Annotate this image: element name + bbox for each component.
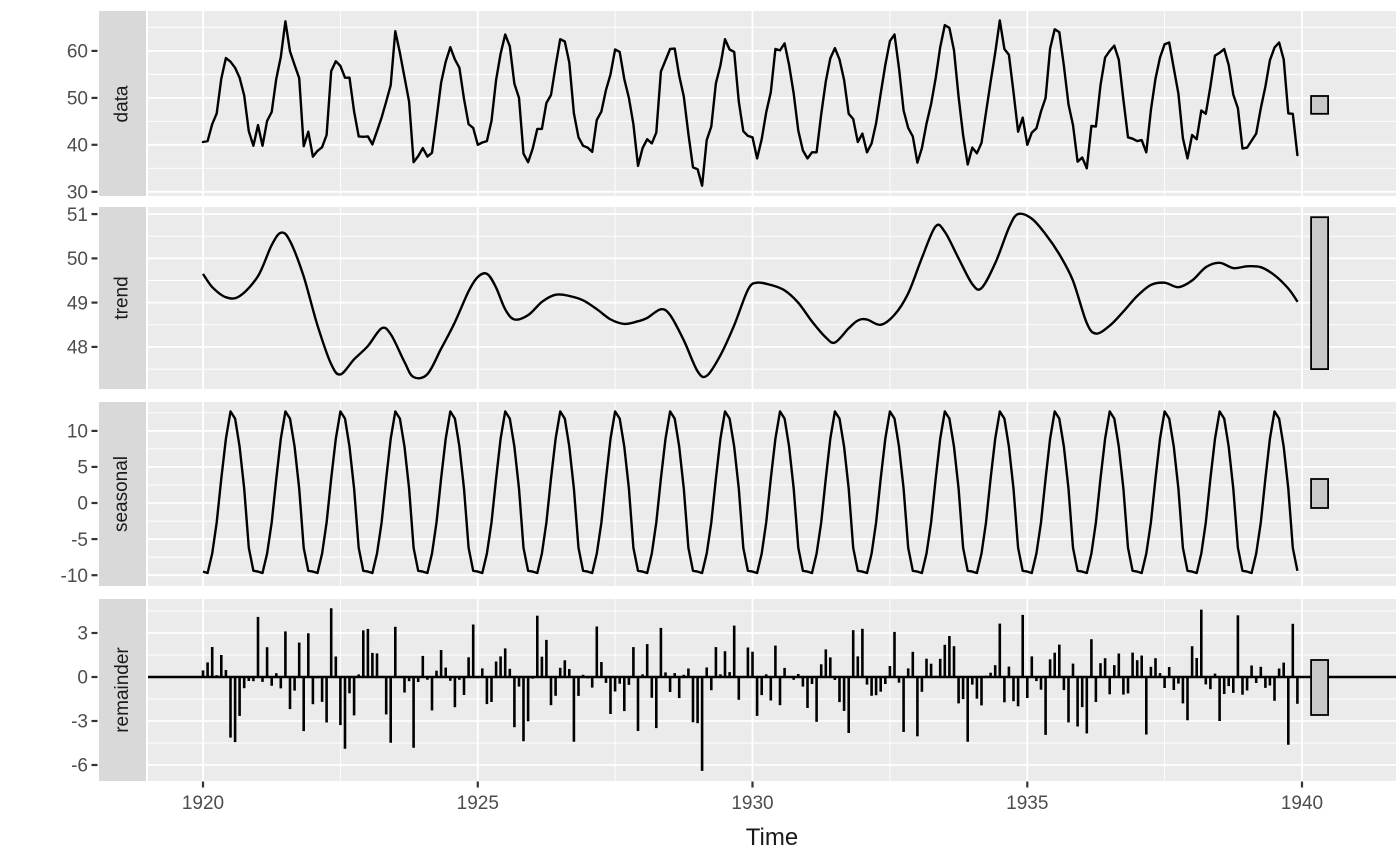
x-tick-label: 1925 <box>457 793 499 814</box>
y-tick-label: 49 <box>67 293 88 314</box>
y-tick-label: 50 <box>67 89 88 110</box>
x-tick-label: 1935 <box>1006 793 1048 814</box>
panel-seasonal <box>148 402 1396 586</box>
scale-bar-remainder <box>1310 659 1329 716</box>
y-tick-label: 0 <box>77 494 88 515</box>
panel-background <box>148 402 1396 586</box>
scale-bar-trend <box>1310 216 1329 370</box>
y-tick-label: 51 <box>67 205 88 226</box>
facet-strip-trend-label: trend <box>111 276 133 320</box>
y-tick-label: 3 <box>77 624 88 645</box>
x-axis-title: Time <box>745 824 799 851</box>
x-tick-label: 1920 <box>182 793 224 814</box>
y-tick-label: 0 <box>77 668 88 689</box>
y-tick-label: 10 <box>67 422 88 443</box>
x-tick-label: 1940 <box>1281 793 1323 814</box>
y-tick-label: -3 <box>71 712 88 733</box>
y-tick-label: 50 <box>67 249 88 270</box>
facet-strip-trend: trend <box>99 207 146 389</box>
remainder-bars <box>201 608 1299 771</box>
facet-strip-data-label: data <box>111 85 133 122</box>
panel-trend <box>148 207 1396 389</box>
y-tick-label: -5 <box>71 530 88 551</box>
x-tick-label: 1930 <box>731 793 773 814</box>
gridlines-major <box>148 11 1396 196</box>
scale-bar-data <box>1310 95 1329 115</box>
y-tick-label: -10 <box>61 566 88 587</box>
facet-strip-data: data <box>99 11 146 196</box>
facet-strip-remainder-label: remainder <box>111 647 133 733</box>
data-series-line <box>201 19 1299 187</box>
scale-bar-seasonal <box>1310 478 1329 509</box>
facet-strip-remainder: remainder <box>99 599 146 781</box>
trend-series-line <box>202 212 1299 380</box>
seasonal-series-line <box>202 410 1299 575</box>
gridlines-major <box>148 599 1396 781</box>
facet-strip-seasonal-label: seasonal <box>111 455 133 533</box>
panel-data <box>148 11 1396 196</box>
panel-background <box>148 11 1396 196</box>
panel-background <box>148 207 1396 389</box>
y-tick-label: -6 <box>71 756 88 777</box>
gridlines-major <box>148 207 1396 389</box>
y-tick-label: 60 <box>67 42 88 63</box>
y-tick-label: 5 <box>77 458 88 479</box>
gridlines-minor <box>148 207 1396 389</box>
y-tick-label: 40 <box>67 135 88 156</box>
y-tick-label: 30 <box>67 182 88 203</box>
y-tick-label: 48 <box>67 338 88 359</box>
facet-strip-seasonal: seasonal <box>99 402 146 586</box>
